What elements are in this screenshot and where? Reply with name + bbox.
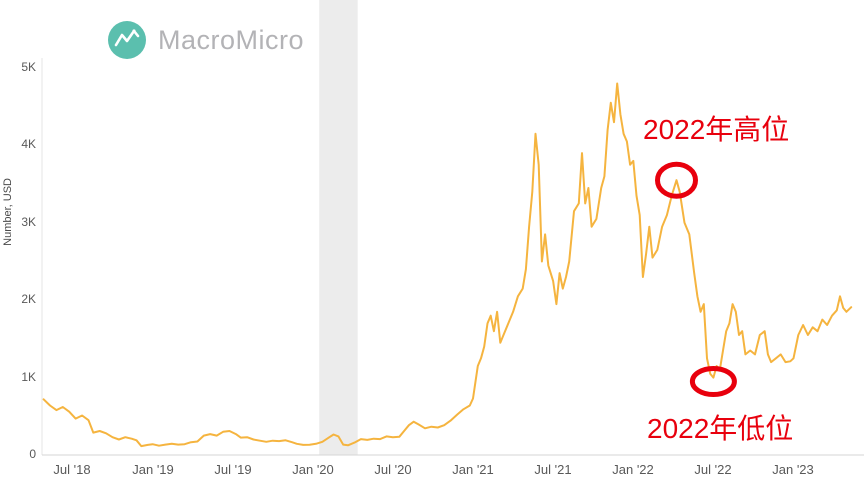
price-series-line <box>42 82 853 448</box>
brand-header: MacroMicro <box>107 20 304 60</box>
brand-name: MacroMicro <box>158 25 305 55</box>
y-axis-title: Number, USD <box>2 178 14 246</box>
annotation-circle-low <box>689 366 737 397</box>
recession-band <box>319 0 358 455</box>
annotation-circle-high <box>655 161 698 199</box>
macromicro-logo-icon <box>108 21 146 59</box>
